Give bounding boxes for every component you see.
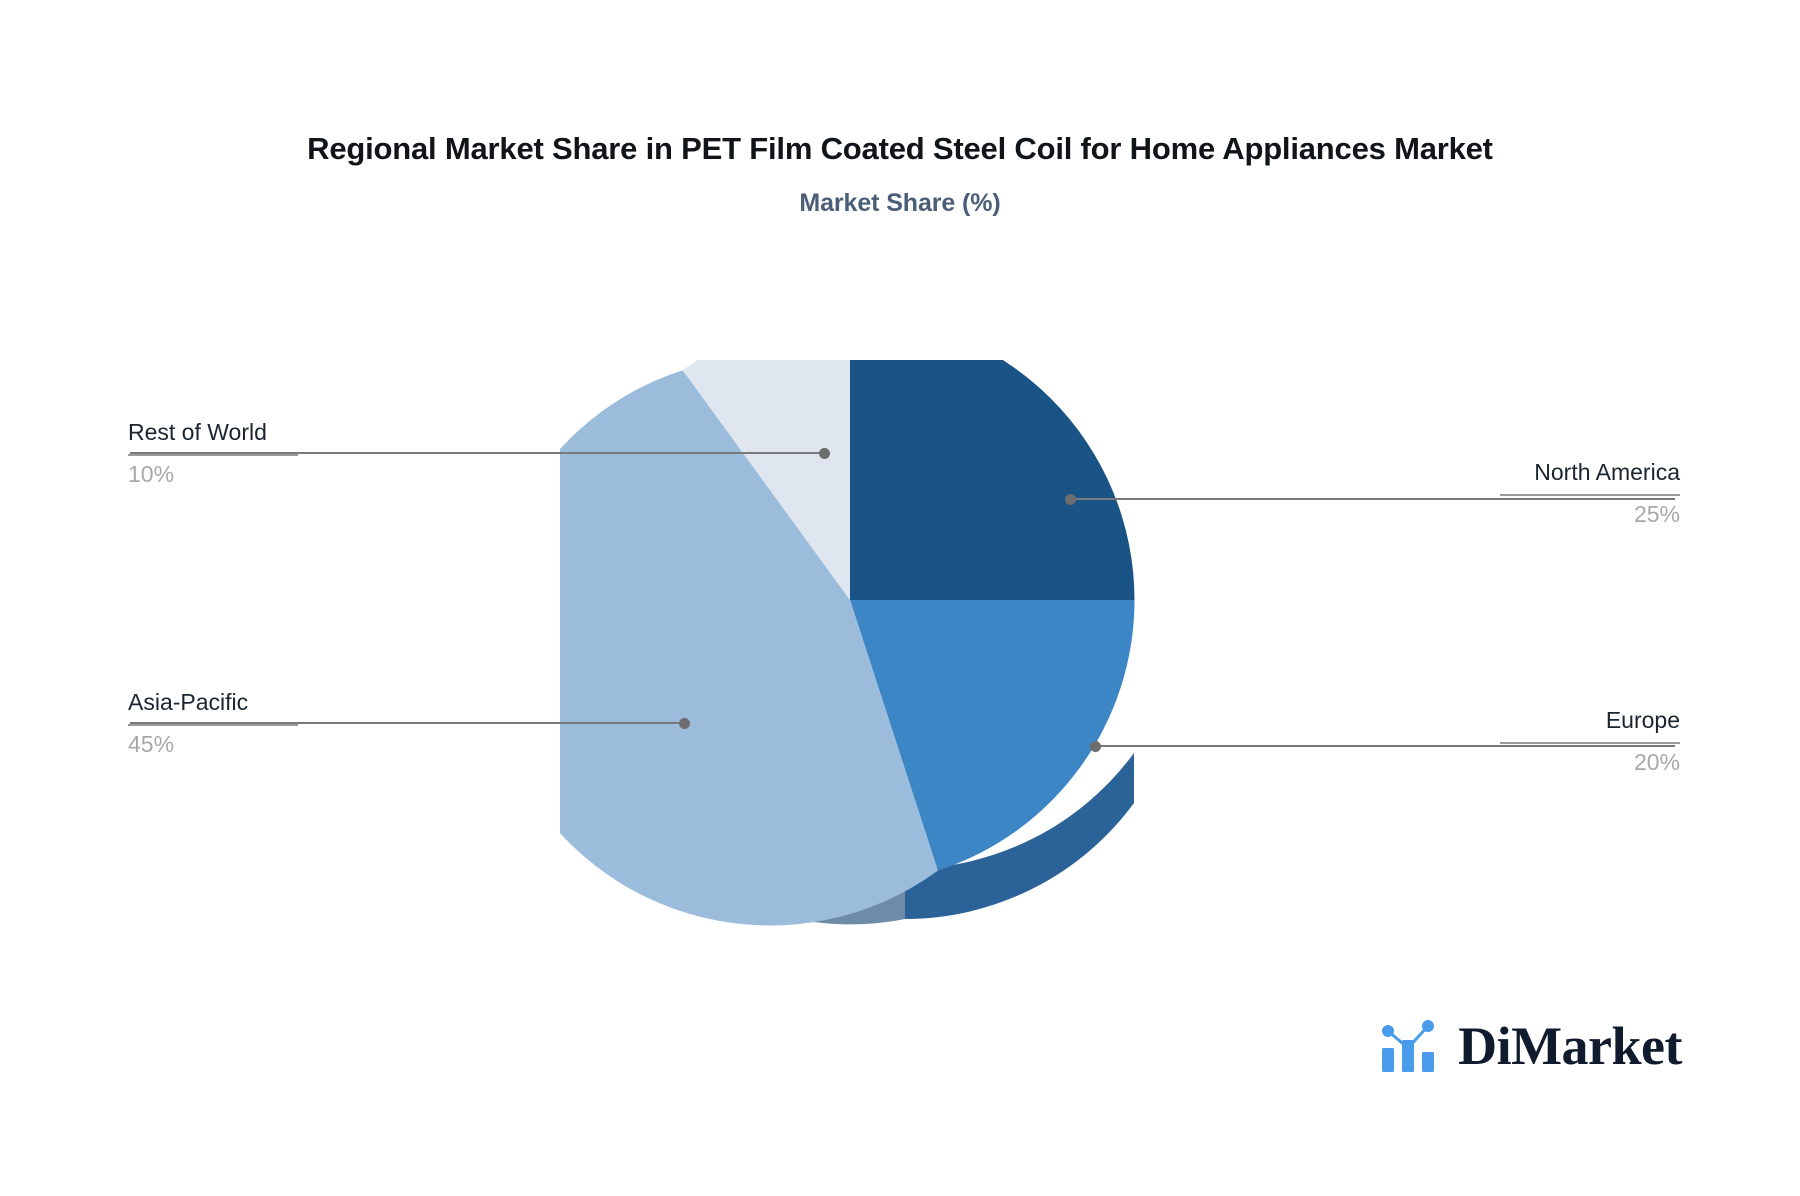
leader-dot	[819, 447, 830, 459]
pie-slice-north-america	[850, 360, 1135, 600]
pie-chart	[560, 360, 1240, 960]
pie-slice-asia-pacific	[560, 370, 938, 926]
brand-name: DiMarket	[1458, 1016, 1682, 1076]
callout-europe: Europe 20%	[1500, 706, 1680, 777]
pie-slices	[560, 360, 1135, 926]
callout-divider	[128, 453, 298, 456]
leader-dot	[1090, 740, 1101, 752]
callout-label: Europe	[1605, 707, 1680, 733]
bar-chart-icon	[1382, 1020, 1435, 1072]
callout-label: North America	[1534, 459, 1680, 485]
pie-slice-rest-of-world	[682, 360, 850, 600]
leader-line-segment	[130, 722, 690, 724]
callout-value: 10%	[128, 460, 175, 487]
leader-dot	[1065, 493, 1076, 505]
pie-side-europe	[905, 753, 1134, 919]
callout-divider	[128, 723, 298, 726]
title-block: Regional Market Share in PET Film Coated…	[0, 130, 1800, 218]
callout-label: Rest of World	[128, 419, 267, 445]
callout-value: 20%	[1633, 748, 1680, 775]
callout-label: Asia-Pacific	[128, 689, 249, 715]
leader-line-segment	[1090, 745, 1675, 747]
chart-subtitle: Market Share (%)	[799, 189, 1001, 218]
pie-chart-svg	[560, 360, 1135, 926]
page-title: Regional Market Share in PET Film Coated…	[307, 131, 1493, 166]
callout-north-america: North America 25%	[1500, 458, 1680, 529]
leader-line-segment	[130, 452, 830, 454]
callout-asia-pacific: Asia-Pacific 45%	[128, 688, 298, 759]
callout-value: 25%	[1633, 500, 1680, 527]
callout-value: 45%	[128, 730, 175, 757]
callout-divider	[1500, 493, 1680, 496]
brand-logo: DiMarket	[1380, 1018, 1682, 1074]
callout-rest-of-world: Rest of World 10%	[128, 418, 298, 489]
callout-divider	[1500, 741, 1680, 744]
leader-line-segment	[1065, 498, 1675, 500]
pie-slice-europe	[850, 600, 1135, 871]
leader-dot	[679, 717, 690, 729]
